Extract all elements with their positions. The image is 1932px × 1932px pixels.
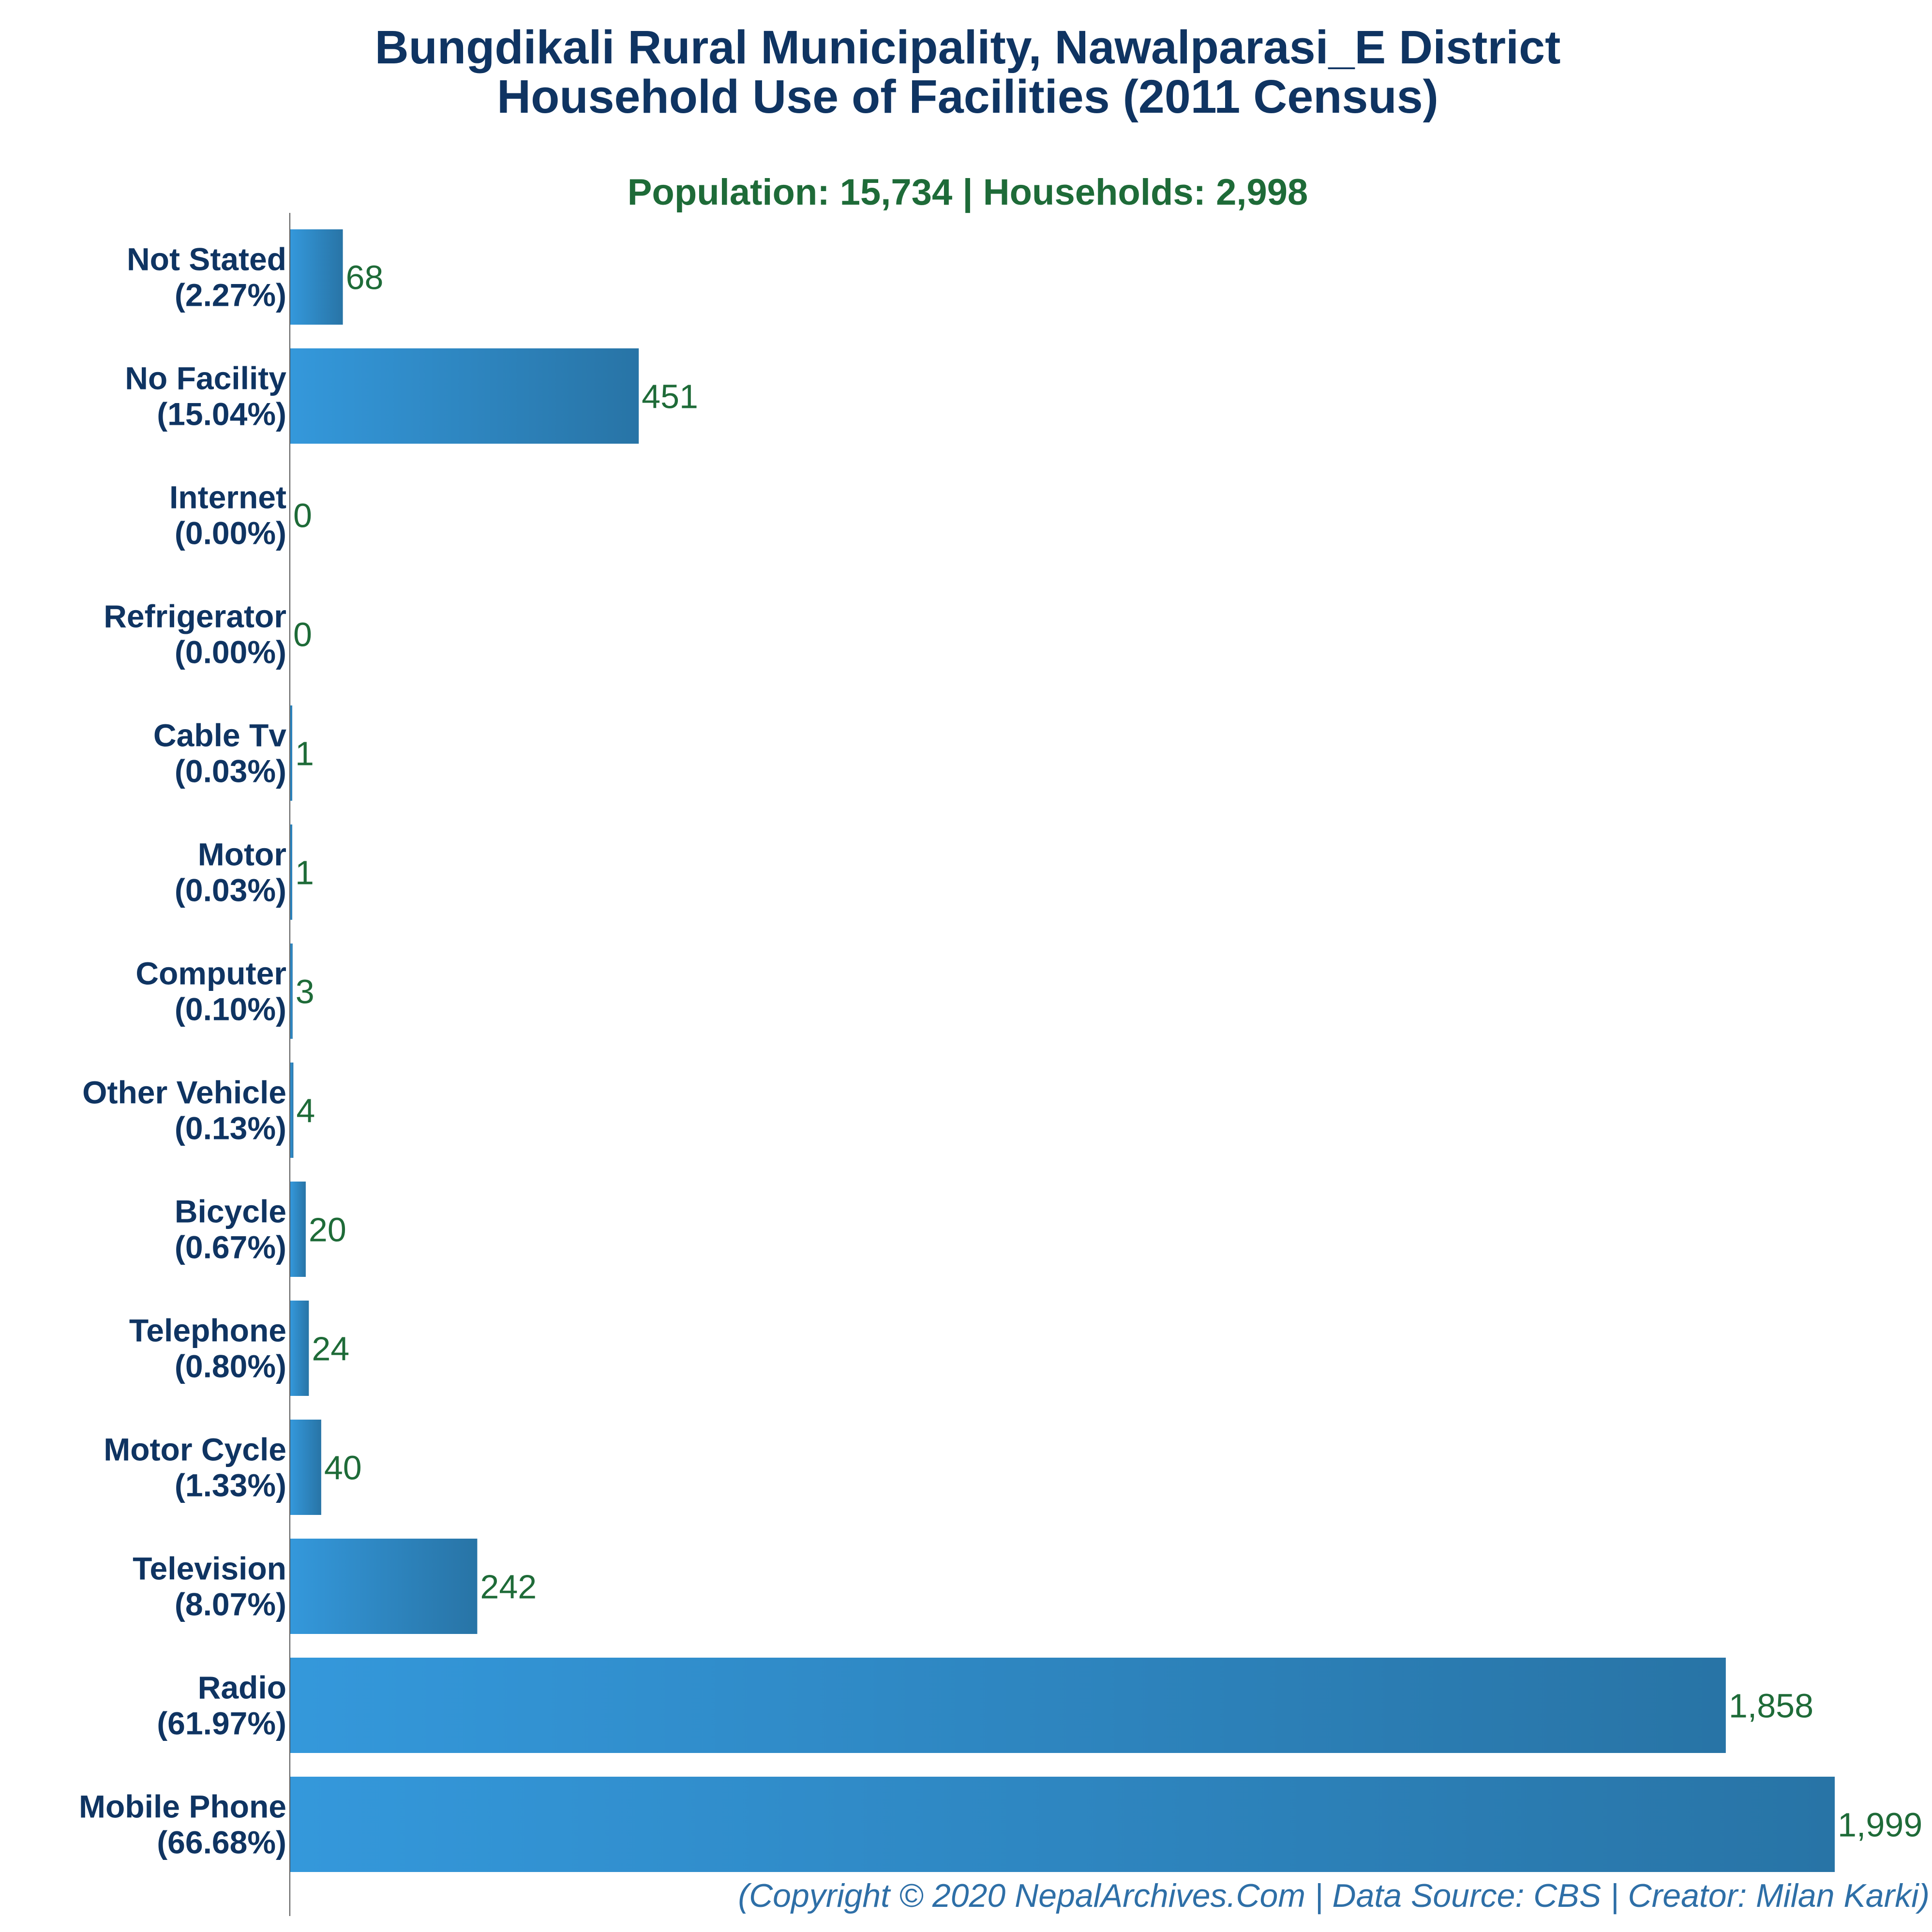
category-label: Refrigerator — [104, 599, 286, 634]
category-label: No Facility — [125, 360, 286, 396]
category-label: Computer — [135, 956, 286, 991]
percent-label: (0.13%) — [175, 1110, 286, 1146]
value-label: 68 — [346, 259, 384, 297]
category-label: Motor Cycle — [104, 1432, 286, 1468]
percent-label: (8.07%) — [175, 1587, 286, 1622]
bar-motor — [290, 824, 292, 920]
value-label: 1 — [295, 735, 314, 773]
value-label: 3 — [296, 973, 315, 1011]
percent-label: (0.67%) — [175, 1229, 286, 1265]
value-label: 1 — [295, 854, 314, 892]
bar-computer — [290, 944, 293, 1039]
chart-title-line-1: Bungdikali Rural Municipality, Nawalpara… — [374, 21, 1561, 74]
percent-label: (0.80%) — [175, 1348, 286, 1384]
value-label: 40 — [324, 1449, 362, 1487]
bar-group: 68 Not Stated(2.27%) 451 No Facility(15.04%… — [79, 229, 1922, 1872]
category-label: Telephone — [129, 1313, 286, 1348]
bar-motor-cycle — [290, 1420, 321, 1515]
percent-label: (0.00%) — [175, 515, 286, 551]
value-label: 4 — [296, 1092, 315, 1130]
bar-not-stated — [290, 229, 343, 325]
category-label: Other Vehicle — [82, 1075, 286, 1110]
value-label: 1,858 — [1729, 1687, 1813, 1725]
value-label: 0 — [293, 497, 312, 535]
chart-title-line-2: Household Use of Facilities (2011 Census… — [497, 70, 1438, 123]
value-label: 1,999 — [1838, 1806, 1922, 1844]
value-label: 20 — [309, 1211, 346, 1249]
value-label: 451 — [642, 378, 698, 416]
percent-label: (1.33%) — [175, 1468, 286, 1503]
category-label: Motor — [198, 837, 286, 872]
bar-other-vehicle — [290, 1063, 294, 1158]
percent-label: (2.27%) — [175, 277, 286, 313]
category-label: Mobile Phone — [79, 1789, 286, 1825]
value-label: 242 — [480, 1568, 537, 1606]
bar-radio — [290, 1658, 1726, 1753]
chart-subtitle: Population: 15,734 | Households: 2,998 — [627, 172, 1308, 213]
category-label: Television — [133, 1551, 286, 1587]
bar-bicycle — [290, 1182, 306, 1277]
category-label: Bicycle — [175, 1194, 286, 1229]
percent-label: (61.97%) — [157, 1706, 286, 1741]
percent-label: (0.00%) — [175, 634, 286, 670]
percent-label: (0.10%) — [175, 991, 286, 1027]
bar-mobile-phone — [290, 1777, 1835, 1872]
value-label: 24 — [312, 1330, 349, 1368]
bar-no-facility — [290, 348, 639, 444]
copyright-footer: (Copyright © 2020 NepalArchives.Com | Da… — [738, 1877, 1930, 1914]
bar-cable-tv — [290, 705, 292, 801]
category-label: Internet — [169, 479, 286, 515]
category-label: Radio — [198, 1670, 286, 1706]
percent-label: (0.03%) — [175, 753, 286, 789]
percent-label: (0.03%) — [175, 872, 286, 908]
bar-telephone — [290, 1301, 309, 1396]
bar-television — [290, 1539, 478, 1634]
category-label: Not Stated — [127, 241, 286, 277]
category-label: Cable Tv — [153, 718, 286, 753]
percent-label: (15.04%) — [157, 396, 286, 432]
percent-label: (66.68%) — [157, 1825, 286, 1860]
value-label: 0 — [293, 616, 312, 654]
